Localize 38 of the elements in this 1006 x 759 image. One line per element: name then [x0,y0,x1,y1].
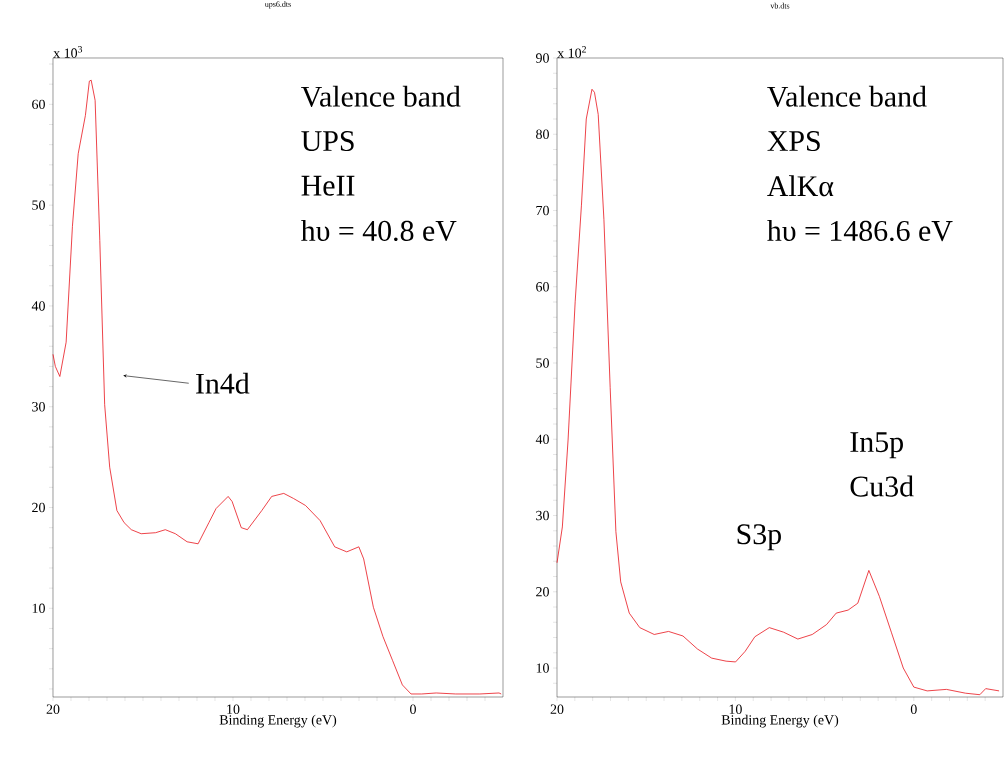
y-axis-title: x 10$^{3}$ [53,45,83,58]
annotation: hυ = 40.8 eV [300,219,457,242]
annotation: UPS [301,131,354,152]
x-tick-label: 20 [46,704,60,714]
x-tick-label: 0 [910,704,917,714]
y-tick-label: 80 [536,129,549,139]
y-tick-label: 70 [536,205,549,216]
y-tick-label: 40 [535,434,549,444]
x-axis-title: Binding Energy (eV) [721,714,839,728]
y-tick-label: 50 [536,358,549,368]
x-axis-title: Binding Energy (eV) [219,714,337,728]
y-tick-label: 10 [536,663,549,673]
annotation: HeII [301,175,355,196]
y-tick-label: 30 [536,510,549,521]
y-tick-label: 40 [31,301,45,311]
y-tick-label: 30 [32,402,45,412]
y-axis-title: x 10$^{2}$ [557,45,586,58]
annotation: Valence band [767,85,927,107]
annotation: XPS [767,131,820,152]
y-tick-label: 20 [32,502,45,513]
line-series [52,79,502,695]
x-tick-label: 10 [227,704,240,714]
annotation: In4d [196,372,250,394]
annotation: Valence band [301,85,461,107]
x-tick-label: 0 [410,704,416,714]
annotation: hυ = 1486.6 eV [767,219,953,242]
x-tick-label: 20 [550,704,564,714]
y-tick-label: 50 [32,200,45,210]
y-tick-label: 20 [536,587,549,597]
y-tick-label: 60 [536,282,549,292]
y-tick-label: 90 [535,53,549,63]
annotation: S3p [737,524,781,551]
annotation: AlKα [767,175,834,197]
y-tick-label: 10 [32,603,45,614]
annotation: Cu3d [850,475,914,497]
y-tick-label: 60 [32,99,45,110]
annotation: In5p [850,432,903,459]
x-tick-label: 10 [729,704,742,714]
